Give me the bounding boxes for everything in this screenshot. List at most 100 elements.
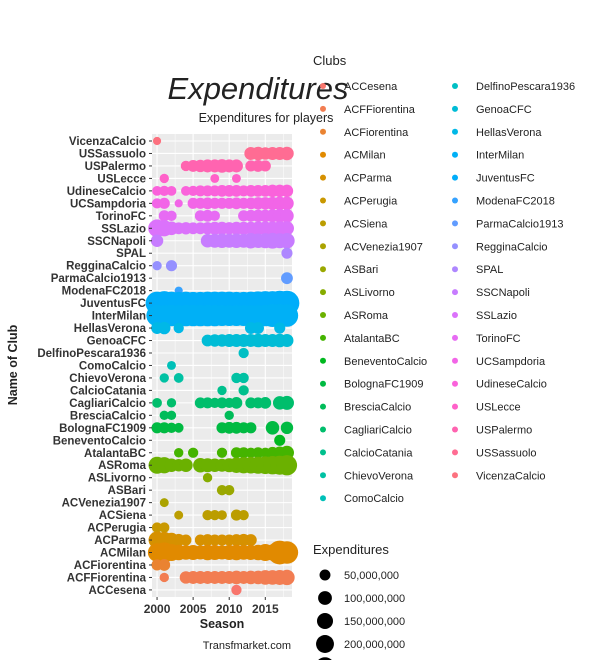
size-legend-label: 200,000,000 (344, 639, 405, 651)
data-point (150, 234, 164, 247)
legend-key (320, 243, 326, 250)
data-point (279, 569, 295, 586)
legend-key (452, 449, 458, 456)
legend-key (452, 380, 458, 387)
legend-key (452, 472, 458, 479)
data-point (202, 397, 214, 409)
size-legend-key (319, 569, 331, 581)
data-point (180, 534, 192, 546)
legend-key (320, 197, 326, 204)
data-point (159, 522, 170, 533)
data-point (279, 395, 294, 410)
data-point (224, 410, 234, 421)
legend-key (320, 289, 326, 296)
data-point (231, 372, 242, 384)
legend-key (452, 334, 458, 341)
legend-key (320, 357, 326, 364)
legend-key (452, 220, 458, 227)
y-axis-title: Name of Club (6, 324, 20, 405)
chart-subtitle: Expenditures for players (199, 111, 334, 125)
y-tick-label: HellasVerona (74, 323, 147, 335)
x-tick-label: 2005 (180, 602, 207, 616)
y-tick-label: ComoCalcio (79, 360, 146, 372)
data-point (265, 421, 280, 435)
legend-label: ComoCalcio (344, 493, 404, 505)
size-legend-label: 150,000,000 (344, 616, 405, 628)
size-legend-key (318, 591, 332, 605)
legend-label: SSCNapoli (476, 287, 530, 299)
legend-key (452, 357, 458, 364)
y-tick-label: VicenzaCalcio (69, 136, 146, 148)
data-point (216, 485, 228, 496)
data-point (245, 422, 257, 434)
y-tick-label: BolognaFC1909 (59, 423, 146, 435)
legend-key (320, 105, 326, 112)
y-tick-label: DelfinoPescara1936 (37, 348, 146, 360)
legend-label: RegginaCalcio (476, 241, 548, 253)
data-point (280, 209, 294, 223)
data-point (158, 321, 171, 335)
data-point (281, 247, 293, 259)
data-point (217, 510, 227, 520)
y-tick-label: ACVenezia1907 (62, 498, 146, 510)
legend-key (320, 220, 326, 227)
legend-label: ASBari (344, 264, 378, 276)
legend-key (452, 426, 458, 433)
data-point (173, 373, 184, 383)
chart-caption: Transfmarket.com (203, 640, 291, 652)
chart-title: Expenditures (168, 71, 349, 106)
legend-label: BresciaCalcio (344, 402, 411, 414)
y-tick-label: RegginaCalcio (66, 261, 146, 273)
data-point (259, 396, 272, 409)
y-tick-label: UCSampdoria (70, 198, 147, 210)
data-point (173, 322, 184, 334)
legend-label: ChievoVerona (344, 470, 414, 482)
legend-key (452, 312, 458, 318)
data-point (229, 159, 243, 173)
legend-key (320, 472, 326, 479)
legend-key (320, 312, 326, 318)
data-point (173, 422, 184, 433)
data-point (275, 541, 299, 564)
y-tick-label: ParmaCalcio1913 (51, 273, 146, 285)
legend-key (320, 83, 326, 89)
data-point (276, 455, 298, 476)
legend-label: CalcioCatania (344, 447, 413, 459)
data-point (158, 210, 170, 222)
data-point (159, 498, 169, 508)
data-point (238, 509, 249, 521)
data-point (281, 272, 293, 285)
y-tick-label: BeneventoCalcio (53, 435, 146, 447)
data-point (279, 221, 294, 236)
data-point (280, 421, 294, 435)
clubs-legend-title: Clubs (313, 53, 347, 68)
legend-key (320, 426, 326, 433)
data-point (167, 360, 176, 370)
legend-label: ACVenezia1907 (344, 241, 423, 253)
size-legend-key (318, 657, 332, 660)
legend-label: GenoaCFC (476, 104, 532, 116)
data-point (158, 559, 171, 571)
data-point (259, 160, 271, 172)
legend-key (320, 266, 326, 273)
legend-key (452, 289, 458, 296)
legend-label: USLecce (476, 402, 521, 414)
data-point (152, 261, 162, 271)
data-point (252, 322, 264, 334)
data-point (152, 185, 162, 196)
size-legend-title: Expenditures (313, 542, 389, 557)
data-point (201, 209, 214, 222)
legend-label: UdineseCalcio (476, 379, 547, 391)
data-point (238, 447, 250, 459)
legend-key (320, 403, 326, 410)
legend-key (320, 449, 326, 456)
y-tick-label: ASLivorno (88, 473, 146, 485)
data-point (166, 422, 177, 433)
y-tick-label: ACFFiorentina (67, 572, 147, 584)
y-tick-label: ACFiorentina (74, 560, 147, 572)
y-tick-label: BresciaCalcio (70, 410, 146, 422)
y-tick-label: SPAL (116, 248, 146, 260)
data-point (152, 136, 162, 146)
legend-label: ParmaCalcio1913 (476, 218, 563, 230)
legend-key (452, 128, 458, 135)
